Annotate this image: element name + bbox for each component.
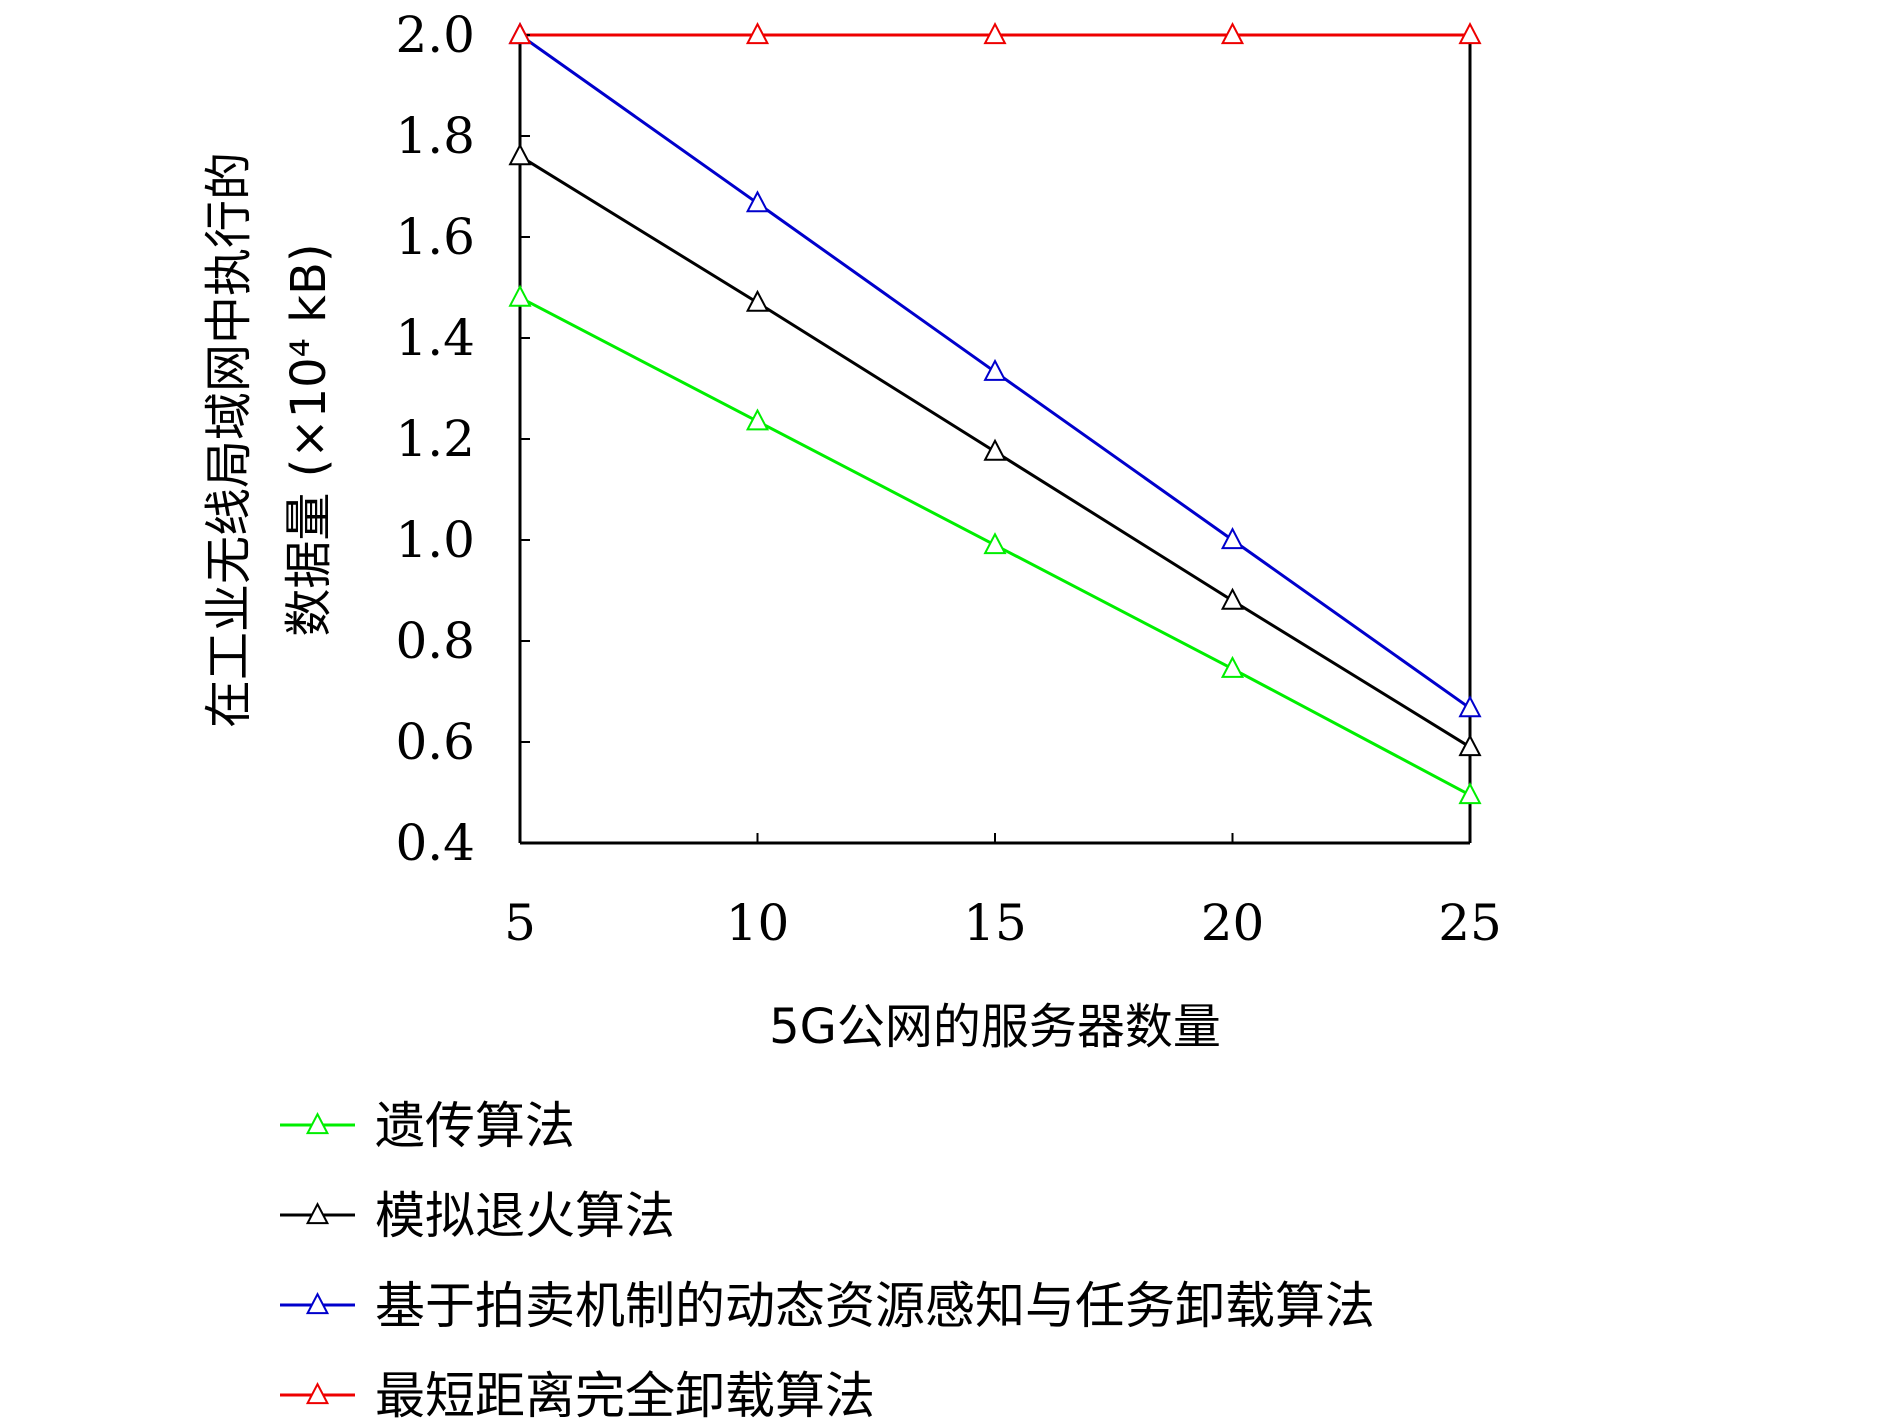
y-tick-label: 1.8 — [395, 107, 475, 165]
legend-marker — [305, 1112, 330, 1135]
y-tick-label: 0.8 — [395, 612, 475, 670]
y-tick-label: 1.0 — [395, 511, 475, 569]
x-axis-title: 5G公网的服务器数量 — [769, 999, 1221, 1055]
data-point — [1458, 782, 1482, 805]
y-tick-label: 1.4 — [395, 309, 475, 367]
data-point — [983, 358, 1007, 381]
legend-item: 基于拍卖机制的动态资源感知与任务卸载算法 — [280, 1277, 1375, 1335]
y-tick-label: 0.4 — [395, 814, 475, 872]
data-point — [508, 143, 532, 166]
y-axis-title: 在工业无线局域网中执行的 数据量 (×10⁴ kB) — [201, 152, 337, 728]
data-point — [1220, 527, 1245, 550]
y-ticks: 0.4 0.6 0.8 1.0 1.2 1.4 1.6 1.8 2.0 — [395, 6, 530, 872]
markers — [508, 22, 1482, 805]
data-point — [745, 190, 770, 213]
legend-label: 遗传算法 — [375, 1097, 575, 1155]
x-tick-label: 15 — [963, 894, 1027, 952]
legend-marker — [305, 1382, 330, 1405]
data-point — [508, 284, 532, 307]
data-point — [1220, 655, 1245, 678]
y-tick-label: 2.0 — [395, 6, 475, 64]
legend-label: 最短距离完全卸载算法 — [375, 1367, 875, 1425]
data-point — [745, 289, 770, 312]
y-axis-title-line1: 在工业无线局域网中执行的 — [201, 152, 257, 728]
data-point — [1458, 695, 1482, 718]
y-tick-label: 1.6 — [395, 208, 475, 266]
data-point — [983, 532, 1007, 555]
legend-label: 模拟退火算法 — [375, 1187, 675, 1245]
legend-item: 模拟退火算法 — [280, 1187, 675, 1245]
data-point — [1458, 734, 1482, 757]
y-axis-title-line2: 数据量 (×10⁴ kB) — [281, 243, 337, 636]
legend-item: 最短距离完全卸载算法 — [280, 1367, 875, 1425]
y-tick-label: 1.2 — [395, 410, 475, 468]
legend-item: 遗传算法 — [280, 1097, 575, 1155]
legend-marker — [305, 1202, 330, 1225]
legend-label: 基于拍卖机制的动态资源感知与任务卸载算法 — [375, 1277, 1375, 1335]
x-tick-label: 20 — [1201, 894, 1265, 952]
legend-marker — [305, 1292, 330, 1315]
data-point — [1220, 587, 1245, 610]
data-point — [508, 22, 532, 45]
data-point — [745, 408, 770, 431]
data-point — [745, 22, 770, 45]
data-point — [1220, 22, 1245, 45]
y-tick-label: 0.6 — [395, 713, 475, 771]
data-point — [1458, 22, 1482, 45]
x-tick-label: 10 — [726, 894, 790, 952]
x-tick-label: 5 — [504, 894, 536, 952]
plot-lines — [519, 33, 1471, 797]
x-tick-label: 25 — [1438, 894, 1502, 952]
data-point — [983, 438, 1007, 461]
x-ticks: 5 10 15 20 25 — [504, 833, 1502, 952]
data-point — [983, 22, 1007, 45]
